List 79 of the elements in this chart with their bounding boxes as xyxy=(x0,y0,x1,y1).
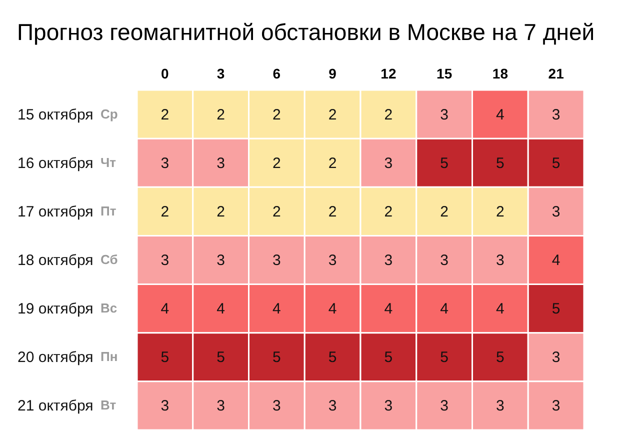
data-label: 3 xyxy=(216,154,225,172)
data-label: 2 xyxy=(272,106,281,124)
x-tick-label: 12 xyxy=(380,66,396,82)
y-tick-label: 17 октября xyxy=(18,203,94,220)
data-label: 5 xyxy=(216,349,225,366)
data-label: 3 xyxy=(272,398,281,415)
y-tick-label: 15 октября xyxy=(18,106,94,124)
data-label: 2 xyxy=(496,203,504,220)
data-label: 2 xyxy=(384,203,393,220)
y-tick-label: 21 октября xyxy=(18,398,94,415)
data-label: 3 xyxy=(552,349,560,366)
data-label: 2 xyxy=(328,154,337,172)
x-tick-label: 6 xyxy=(272,66,281,82)
data-label: 3 xyxy=(160,398,170,415)
data-label: 4 xyxy=(216,300,225,318)
data-label: 4 xyxy=(496,106,504,124)
data-label: 3 xyxy=(496,252,504,269)
y2-tick-label: Пт xyxy=(100,203,116,218)
data-label: 5 xyxy=(272,349,281,366)
y-tick-label: 18 октября xyxy=(18,252,94,269)
data-label: 3 xyxy=(216,252,225,269)
data-label: 2 xyxy=(216,106,225,124)
data-label: 3 xyxy=(552,398,560,415)
y2-tick-label: Ср xyxy=(100,106,118,122)
data-label: 4 xyxy=(552,252,560,269)
data-label: 5 xyxy=(552,300,560,318)
y-tick-label: 20 октября xyxy=(18,349,94,366)
data-label: 5 xyxy=(384,349,393,366)
data-label: 3 xyxy=(440,106,448,124)
data-label: 5 xyxy=(440,154,448,172)
data-label: 3 xyxy=(272,252,281,269)
data-label: 4 xyxy=(440,300,448,318)
y-tick-label: 16 октября xyxy=(18,154,94,172)
x-tick-label: 9 xyxy=(328,66,337,82)
data-label: 3 xyxy=(384,398,393,415)
data-label: 5 xyxy=(328,349,337,366)
data-label: 3 xyxy=(216,398,225,415)
data-label: 3 xyxy=(552,203,560,220)
data-label: 5 xyxy=(496,349,504,366)
data-label: 3 xyxy=(440,252,448,269)
y2-tick-label: Чт xyxy=(100,154,116,170)
data-label: 2 xyxy=(160,106,170,124)
y2-tick-label: Пн xyxy=(100,349,118,364)
data-label: 2 xyxy=(384,106,393,124)
data-label: 3 xyxy=(384,252,393,269)
data-label: 4 xyxy=(160,300,170,318)
data-label: 5 xyxy=(496,154,504,172)
data-label: 3 xyxy=(384,154,393,172)
data-label: 2 xyxy=(272,154,281,172)
chart-title: Прогноз геомагнитной обстановки в Москве на 7 дней xyxy=(17,19,595,45)
x-tick-label: 3 xyxy=(216,66,225,82)
data-label: 3 xyxy=(160,154,170,172)
x-tick-label: 21 xyxy=(548,66,564,82)
x-tick-label: 0 xyxy=(161,66,170,82)
y2-tick-label: Вт xyxy=(100,398,116,413)
y2-tick-label: Сб xyxy=(100,252,118,267)
data-label: 3 xyxy=(328,252,337,269)
data-label: 2 xyxy=(216,203,225,220)
x-tick-label: 15 xyxy=(436,66,452,82)
data-label: 4 xyxy=(384,300,393,318)
data-label: 3 xyxy=(328,398,337,415)
data-label: 5 xyxy=(440,349,448,366)
data-label: 3 xyxy=(440,398,448,415)
data-label: 2 xyxy=(328,106,337,124)
data-label: 4 xyxy=(328,300,337,318)
data-label: 2 xyxy=(160,203,170,220)
data-label: 5 xyxy=(160,349,170,366)
data-label: 5 xyxy=(552,154,560,172)
data-label: 2 xyxy=(272,203,281,220)
y-tick-label: 19 октября xyxy=(18,300,94,318)
y2-tick-label: Вс xyxy=(100,300,118,316)
data-label: 2 xyxy=(328,203,337,220)
data-label: 3 xyxy=(496,398,504,415)
data-label: 4 xyxy=(496,300,504,318)
data-label: 4 xyxy=(272,300,281,318)
data-label: 2 xyxy=(440,203,448,220)
x-tick-label: 18 xyxy=(492,66,508,82)
data-label: 3 xyxy=(552,106,560,124)
data-label: 3 xyxy=(160,252,170,269)
